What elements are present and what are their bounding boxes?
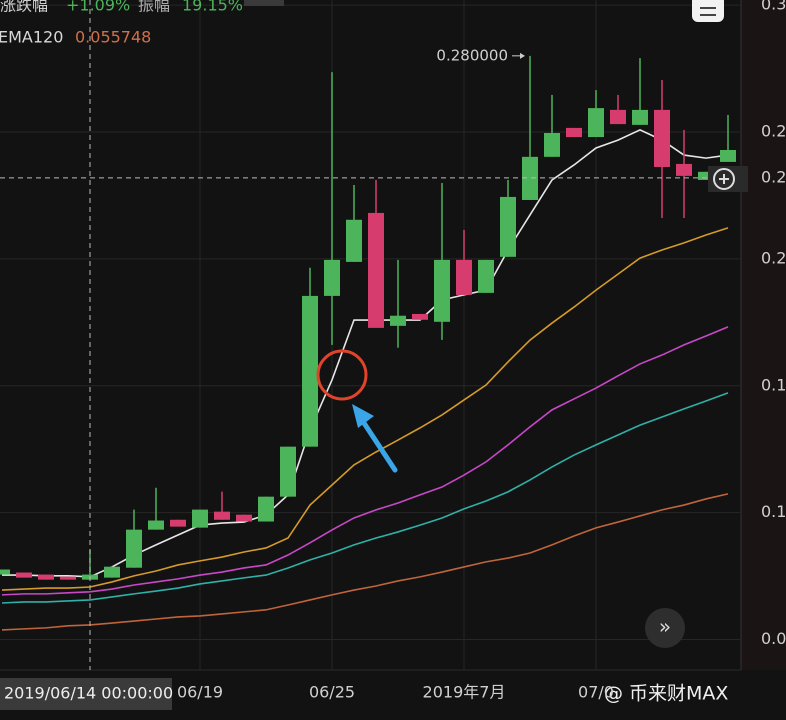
scroll-button[interactable] [645, 608, 685, 648]
annotation-arrow [359, 417, 398, 473]
x-tick-label: 06/19 [177, 683, 223, 702]
stat-name: 振幅 [138, 0, 170, 15]
candle-body [478, 259, 494, 293]
candle-body [720, 149, 736, 162]
y-tick-label: 0.1 [761, 502, 786, 521]
legend-name: EMA120 [0, 28, 63, 47]
ma-line [1, 392, 729, 604]
max-price-label: 0.280000 [436, 46, 508, 64]
stat-name: 涨跌幅 [0, 0, 48, 15]
candle-body [500, 196, 516, 257]
ma-line [2, 129, 729, 578]
ma-line [1, 326, 729, 596]
candle-body [346, 219, 362, 262]
candle-body [544, 132, 560, 157]
menu-button[interactable] [692, 0, 724, 22]
ma-line [1, 227, 729, 591]
candle-body [104, 566, 120, 578]
y-tick-label: 0.2 [761, 121, 786, 140]
price-axis-area [741, 0, 786, 670]
candle-body [170, 519, 186, 527]
candle-body [522, 156, 538, 200]
ma-line [1, 493, 729, 631]
candle-body [126, 529, 142, 568]
scroll-icon: » [659, 615, 671, 639]
candle-body [412, 313, 428, 320]
y-tick-label: 0.2 [761, 248, 786, 267]
candle-body [192, 509, 208, 528]
x-tick-label: 07/0 [578, 683, 614, 702]
candle-body [148, 520, 164, 530]
candle-body [16, 572, 32, 578]
candle-body [632, 109, 648, 125]
candle-body [434, 259, 450, 322]
arrow-head [352, 404, 374, 428]
y-tick-label: 0.0 [761, 629, 786, 648]
candle-body [60, 576, 76, 580]
crosshair-time-box [0, 678, 172, 710]
y-tick-label: 0.1 [761, 375, 786, 394]
candle-body [456, 259, 472, 295]
candle-body [214, 511, 230, 520]
highlight-circle [316, 349, 368, 401]
candle-body [610, 109, 626, 125]
candle-body [698, 171, 714, 180]
candle-body [368, 212, 384, 328]
candle-body [38, 574, 54, 580]
candle-body [236, 514, 252, 522]
max-price-arrow-head [520, 52, 525, 59]
candle-body [654, 109, 670, 167]
candle-body [302, 295, 318, 447]
stat-value: 19.15% [182, 0, 243, 15]
stat-value: +1.09% [66, 0, 130, 15]
crosshair-time: 2019/06/14 00:00:00 [4, 684, 173, 703]
candle-body [258, 496, 274, 522]
x-tick-label: 06/25 [309, 683, 355, 702]
candle-body [0, 569, 10, 575]
candle-body [566, 127, 582, 138]
candle-body [588, 108, 604, 138]
crosshair-price-label: 0.2 [761, 167, 786, 186]
candle-body [280, 446, 296, 497]
y-tick-label: 0.3 [761, 0, 786, 14]
candle-body [676, 163, 692, 176]
add-icon[interactable] [713, 168, 735, 190]
legend-value: 0.055748 [75, 28, 151, 47]
candle-body [324, 259, 340, 296]
watermark: @ 币来财MAX [604, 683, 728, 705]
x-tick-label: 2019年7月 [423, 683, 506, 702]
tooltip-edge [244, 0, 284, 6]
candle-body [390, 315, 406, 326]
